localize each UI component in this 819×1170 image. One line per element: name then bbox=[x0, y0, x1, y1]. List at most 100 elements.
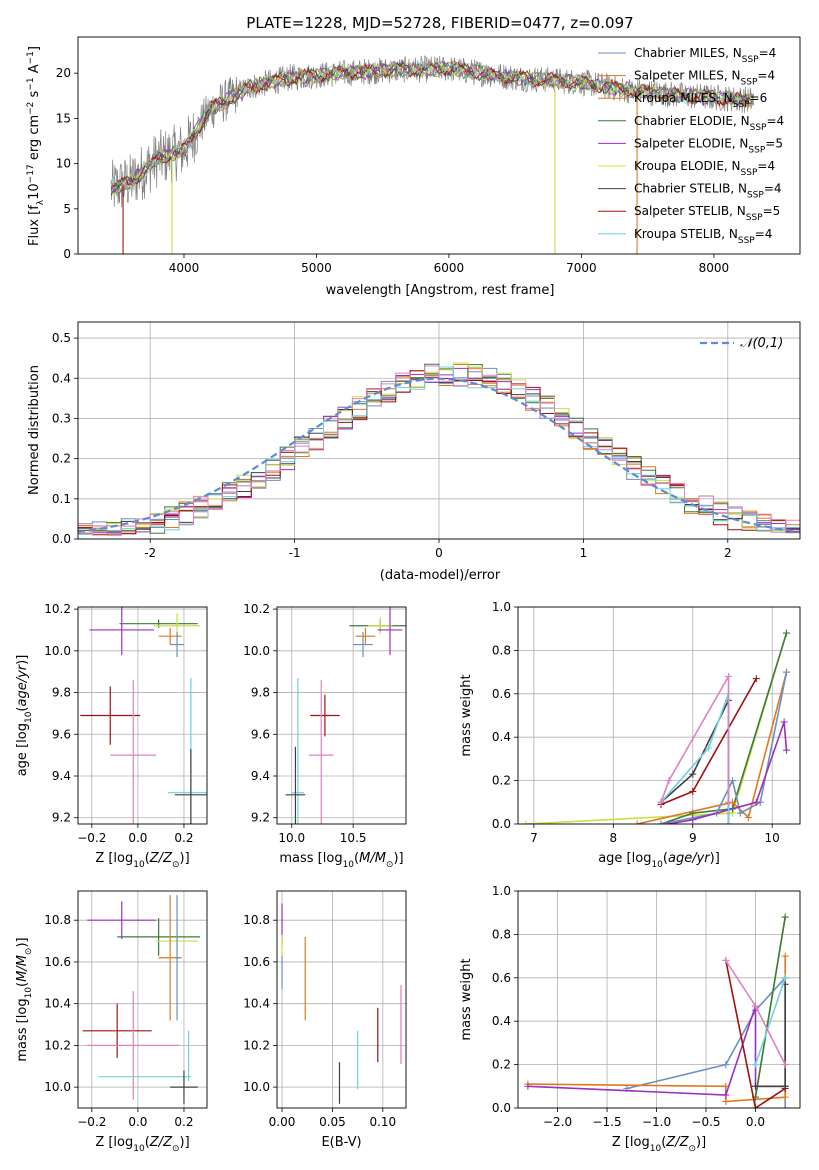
y-tick-label: 0.8 bbox=[492, 643, 511, 657]
label-part: Z [log bbox=[95, 1135, 133, 1150]
x-tick-label: −0.2 bbox=[77, 831, 106, 845]
label-part: ( bbox=[661, 1135, 666, 1150]
y-axis-label: mass weight bbox=[459, 674, 474, 756]
y-tick-label: 0.0 bbox=[492, 1101, 511, 1115]
label-part: )] bbox=[710, 851, 720, 866]
label-part: Kroupa MILES, N bbox=[634, 91, 733, 105]
y-tick-label: 0.6 bbox=[492, 687, 511, 701]
label-part: SSP bbox=[742, 55, 759, 65]
y-tick-label: 0.8 bbox=[492, 927, 511, 941]
label-part: SSP bbox=[750, 123, 767, 133]
y-tick-label: 10.0 bbox=[243, 644, 270, 658]
legend-label: 𝒩(0,1) bbox=[740, 336, 783, 351]
label-part: age/yr bbox=[668, 851, 711, 866]
normal-distribution-curve bbox=[78, 377, 800, 534]
y-tick-label: 10.6 bbox=[44, 955, 71, 969]
y-tick-label: 10 bbox=[56, 157, 71, 171]
y-tick-label: 15 bbox=[56, 111, 71, 125]
y-tick-label: 1.0 bbox=[492, 600, 511, 614]
label-part: SSP bbox=[747, 191, 764, 201]
x-tick-label: -1 bbox=[289, 546, 301, 560]
label-part: =4 bbox=[766, 114, 784, 128]
x-tick-label: -2 bbox=[144, 546, 156, 560]
x-tick-label: 7 bbox=[530, 831, 538, 845]
y-tick-label: 0.3 bbox=[52, 411, 71, 425]
y-tick-label: 10.8 bbox=[243, 913, 270, 927]
label-part: =4 bbox=[757, 69, 775, 83]
label-part: erg cm bbox=[27, 115, 42, 164]
y-tick-label: 9.4 bbox=[251, 769, 270, 783]
figure-title: PLATE=1228, MJD=52728, FIBERID=0477, z=0… bbox=[246, 14, 633, 32]
weight-plot-area bbox=[522, 629, 790, 824]
y-tick-label: 10.4 bbox=[243, 997, 270, 1011]
x-tick-label: −1.0 bbox=[642, 1115, 671, 1129]
x-axis-label: age [log10(age/yr)] bbox=[598, 851, 720, 870]
y-tick-label: 9.6 bbox=[251, 727, 270, 741]
y-tick-label: 10.8 bbox=[44, 913, 71, 927]
y-tick-label: 10.4 bbox=[44, 997, 71, 1011]
axes-frame bbox=[77, 321, 801, 540]
y-tick-label: 10.0 bbox=[243, 1080, 270, 1094]
label-part: ( bbox=[354, 851, 359, 866]
histogram-plot-area bbox=[78, 362, 800, 536]
label-part: SSP bbox=[733, 100, 750, 110]
legend-label: Kroupa MILES, NSSP=6 bbox=[634, 91, 767, 110]
label-part: SSP bbox=[746, 213, 763, 223]
axes-frame bbox=[517, 606, 801, 825]
y-tick-label: 0.2 bbox=[492, 774, 511, 788]
x-tick-label: 0.2 bbox=[174, 1115, 193, 1129]
label-part: A bbox=[27, 64, 42, 77]
label-part: age [log bbox=[598, 851, 651, 866]
y-tick-label: 0.5 bbox=[52, 331, 71, 345]
label-part: )] bbox=[180, 851, 190, 866]
label-part: =4 bbox=[764, 182, 782, 196]
y-tick-label: 10.2 bbox=[243, 602, 270, 616]
spectrum-panel: 4000 5000 6000 7000 8000 0 5 10 15 20 wavelength [… bbox=[26, 36, 801, 298]
label-part: M/M bbox=[359, 851, 386, 866]
x-tick-label: 10.0 bbox=[278, 831, 305, 845]
y-axis-label: age [log10(age/yr)] bbox=[15, 655, 34, 777]
label-part: −1 bbox=[26, 51, 36, 64]
x-tick-label: 6000 bbox=[434, 261, 465, 275]
x-tick-label: 0.2 bbox=[174, 831, 193, 845]
model-spectrum-line bbox=[110, 60, 754, 191]
weight-series-line bbox=[660, 632, 788, 824]
x-tick-label: 10.5 bbox=[340, 831, 367, 845]
label-part: ⊙ bbox=[688, 1144, 696, 1154]
label-part: λ bbox=[36, 199, 46, 205]
y-axis-label: Flux [fλ10−17 erg cm−2 s−1 A−1] bbox=[26, 46, 46, 246]
y-tick-label: 10.2 bbox=[44, 1038, 71, 1052]
label-part: M/M bbox=[15, 955, 30, 982]
y-tick-label: 0.2 bbox=[52, 452, 71, 466]
label-part: =6 bbox=[750, 91, 768, 105]
y-tick-label: 0.1 bbox=[52, 492, 71, 506]
label-part: −17 bbox=[26, 164, 36, 183]
label-part: −1 bbox=[26, 77, 36, 90]
axes-frame bbox=[276, 606, 407, 825]
y-tick-label: 0.4 bbox=[492, 1014, 511, 1028]
label-part: )] bbox=[696, 1135, 706, 1150]
y-tick-label: 0.6 bbox=[492, 971, 511, 985]
label-part: =4 bbox=[755, 227, 773, 241]
label-part: =5 bbox=[763, 204, 781, 218]
legend-label: Kroupa STELIB, NSSP=4 bbox=[634, 227, 772, 246]
label-part: Kroupa STELIB, N bbox=[634, 227, 738, 241]
label-part: Kroupa ELODIE, N bbox=[634, 159, 741, 173]
y-axis-label: mass weight bbox=[459, 958, 474, 1040]
x-axis-label: (data-model)/error bbox=[380, 568, 501, 583]
mass-weight-vs-metallicity-panel: −2.0 −1.5 −1.0 −0.5 0.0 0.0 0.2 0.4 0.6 0.8 1.0 Z [… bbox=[459, 884, 801, 1154]
label-part: 10 bbox=[133, 1144, 145, 1154]
legend-label: Chabrier MILES, NSSP=4 bbox=[634, 46, 776, 65]
y-tick-label: 20 bbox=[56, 66, 71, 80]
x-tick-label: 1 bbox=[580, 546, 588, 560]
label-part: SSP bbox=[741, 168, 758, 178]
label-part: Salpeter STELIB, N bbox=[634, 204, 746, 218]
label-part: mass [log bbox=[15, 998, 30, 1061]
y-tick-label: 0.4 bbox=[492, 730, 511, 744]
label-part: Chabrier STELIB, N bbox=[634, 182, 747, 196]
x-tick-label: 2 bbox=[724, 546, 732, 560]
y-tick-label: 0.0 bbox=[492, 817, 511, 831]
x-tick-label: 7000 bbox=[566, 261, 597, 275]
